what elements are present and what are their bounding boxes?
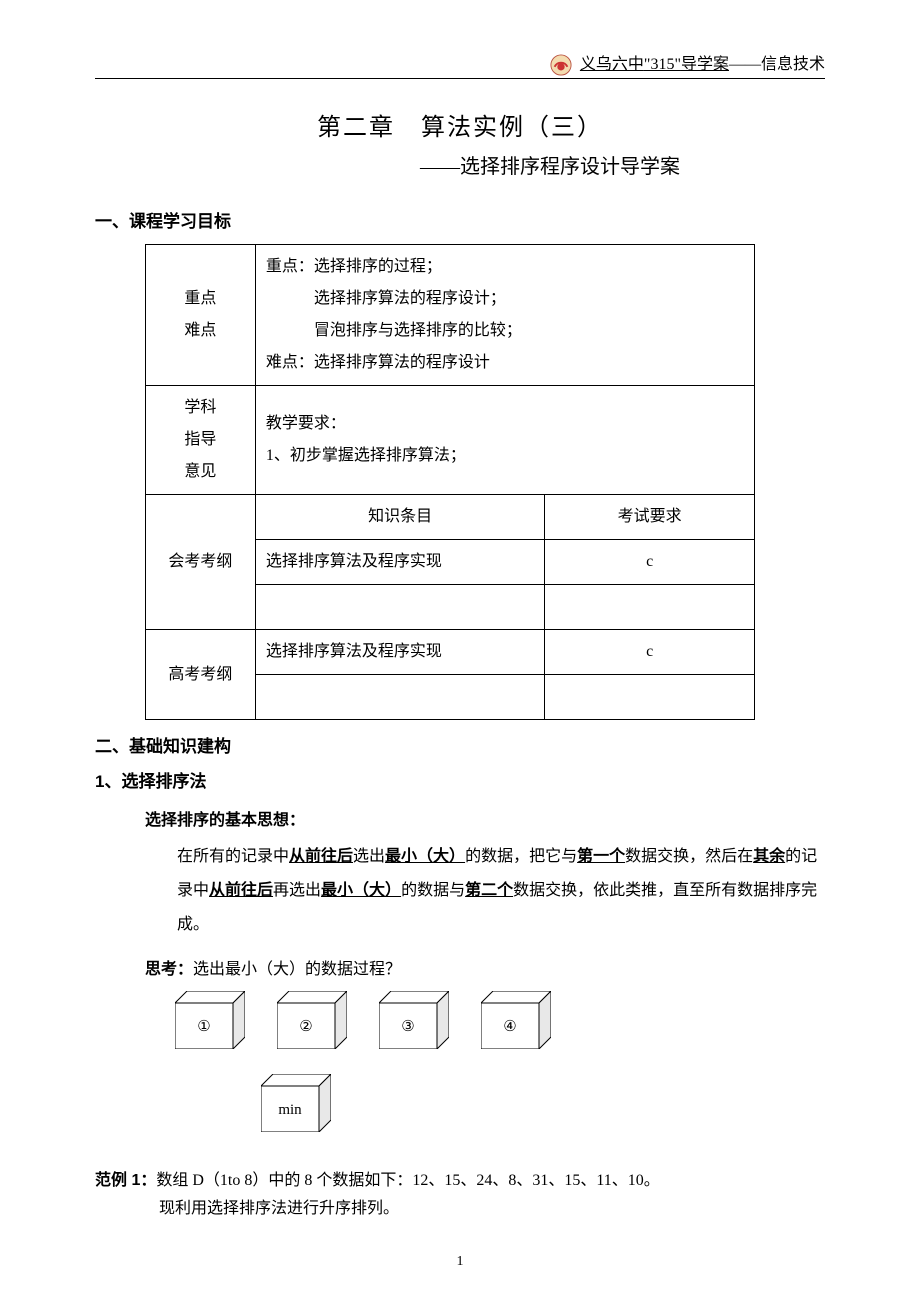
- cube-1: ①: [175, 991, 245, 1054]
- example-label: 范例 1：: [95, 1172, 156, 1189]
- cell: c: [545, 540, 755, 585]
- idea-block: 选择排序的基本思想： 在所有的记录中从前往后选出最小（大）的数据，把它与第一个数…: [95, 806, 825, 1137]
- cell: [255, 585, 544, 630]
- table-row: 重点 难点 重点：选择排序的过程； 选择排序算法的程序设计； 冒泡排序与选择排序…: [146, 245, 755, 386]
- think-label: 思考：: [145, 961, 193, 978]
- col-header: 知识条目: [255, 495, 544, 540]
- row-content: 教学要求： 1、初步掌握选择排序算法；: [255, 386, 754, 495]
- example-line1: 数组 D（1to 8）中的 8 个数据如下：12、15、24、8、31、15、1…: [156, 1172, 659, 1189]
- content-line: 教学要求：: [266, 408, 744, 440]
- logo-icon: [550, 54, 572, 76]
- think-text: 选出最小（大）的数据过程？: [193, 961, 401, 978]
- page-header: 义乌六中"315"导学案——信息技术: [95, 50, 825, 79]
- svg-text:min: min: [278, 1102, 302, 1118]
- underline: 其余: [753, 848, 785, 865]
- svg-text:①: ①: [197, 1019, 210, 1035]
- header-school: 义乌六中: [580, 56, 644, 73]
- section-2-1-heading: 1、选择排序法: [95, 767, 825, 792]
- table-row: 会考考纲 知识条目 考试要求: [146, 495, 755, 540]
- subtitle: ——选择排序程序设计导学案: [95, 150, 825, 179]
- cube-min: min: [261, 1074, 331, 1137]
- content-line: 冒泡排序与选择排序的比较；: [266, 315, 744, 347]
- cube-row-2: min: [145, 1074, 825, 1137]
- header-sep: ——: [729, 56, 761, 73]
- cube-3: ③: [379, 991, 449, 1054]
- text: 的数据，把它与: [465, 848, 577, 865]
- text: 选出: [353, 848, 385, 865]
- underline: 最小（大）: [385, 848, 465, 865]
- text: 再选出: [273, 882, 321, 899]
- svg-text:④: ④: [503, 1019, 516, 1035]
- underline: 最小（大）: [321, 882, 401, 899]
- page-number: 1: [0, 1254, 920, 1270]
- header-code: "315": [644, 56, 681, 73]
- cell: [545, 585, 755, 630]
- section-1-heading: 一、课程学习目标: [95, 207, 825, 232]
- row-label: 重点 难点: [146, 245, 256, 386]
- cube-row-1: ① ② ③ ④: [145, 991, 825, 1054]
- cell: 选择排序算法及程序实现: [255, 630, 544, 675]
- idea-heading: 选择排序的基本思想：: [145, 806, 825, 830]
- cell: c: [545, 630, 755, 675]
- row-label: 学科 指导 意见: [146, 386, 256, 495]
- content-line: 重点：选择排序的过程；: [266, 251, 744, 283]
- idea-body: 在所有的记录中从前往后选出最小（大）的数据，把它与第一个数据交换，然后在其余的记…: [145, 840, 825, 941]
- text: 在所有的记录中: [177, 848, 289, 865]
- row-label: 高考考纲: [146, 630, 256, 720]
- underline: 第一个: [577, 848, 625, 865]
- example-line2: 现利用选择排序法进行升序排列。: [95, 1194, 825, 1218]
- row-content: 重点：选择排序的过程； 选择排序算法的程序设计； 冒泡排序与选择排序的比较； 难…: [255, 245, 754, 386]
- chapter-title: 第二章 算法实例（三）: [95, 107, 825, 142]
- row-label: 会考考纲: [146, 495, 256, 630]
- content-line: 难点：选择排序算法的程序设计: [266, 347, 744, 379]
- svg-text:③: ③: [401, 1019, 414, 1035]
- cell: [255, 675, 544, 720]
- svg-text:②: ②: [299, 1019, 312, 1035]
- cube-4: ④: [481, 991, 551, 1054]
- page: 义乌六中"315"导学案——信息技术 第二章 算法实例（三） ——选择排序程序设…: [0, 0, 920, 1302]
- col-header: 考试要求: [545, 495, 755, 540]
- cell: 选择排序算法及程序实现: [255, 540, 544, 585]
- header-subject: 信息技术: [761, 56, 825, 73]
- header-label: 导学案: [681, 56, 729, 73]
- cell: [545, 675, 755, 720]
- underline: 从前往后: [209, 882, 273, 899]
- example-1: 范例 1：数组 D（1to 8）中的 8 个数据如下：12、15、24、8、31…: [95, 1167, 825, 1194]
- underline: 从前往后: [289, 848, 353, 865]
- content-line: 1、初步掌握选择排序算法；: [266, 440, 744, 472]
- goals-table: 重点 难点 重点：选择排序的过程； 选择排序算法的程序设计； 冒泡排序与选择排序…: [145, 244, 755, 720]
- section-2-heading: 二、基础知识建构: [95, 732, 825, 757]
- text: 数据交换，然后在: [625, 848, 753, 865]
- text: 的数据与: [401, 882, 465, 899]
- table-row: 高考考纲 选择排序算法及程序实现 c: [146, 630, 755, 675]
- underline: 第二个: [465, 882, 513, 899]
- content-line: 选择排序算法的程序设计；: [266, 283, 744, 315]
- table-row: 学科 指导 意见 教学要求： 1、初步掌握选择排序算法；: [146, 386, 755, 495]
- cube-2: ②: [277, 991, 347, 1054]
- think-heading: 思考：选出最小（大）的数据过程？: [145, 955, 825, 979]
